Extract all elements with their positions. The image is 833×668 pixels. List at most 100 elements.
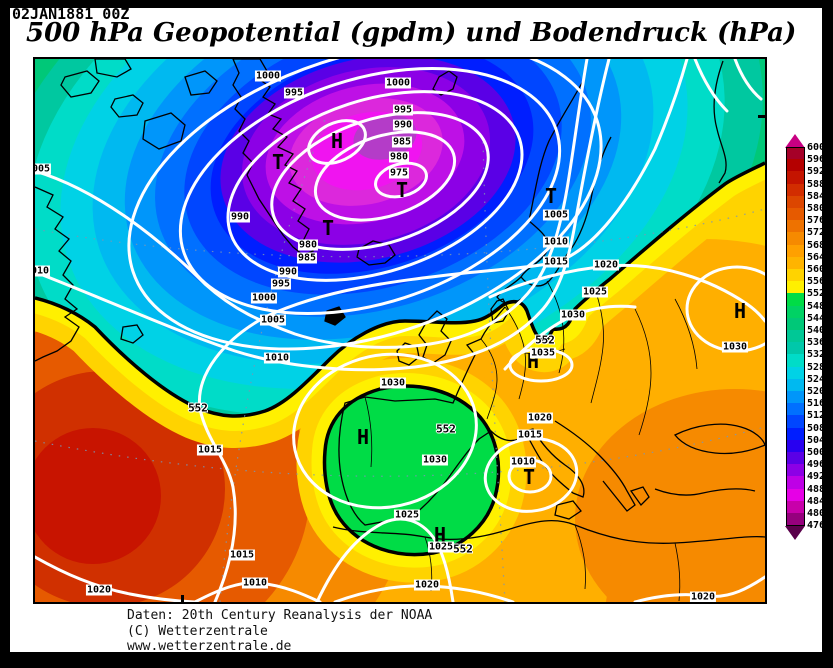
legend-color-segment: [786, 488, 805, 502]
legend-value-label: 512: [807, 410, 826, 422]
legend-value-label: 476: [807, 520, 826, 532]
legend-color-segment: [786, 415, 805, 429]
border-right: [822, 0, 833, 668]
legend-arrow-down: [785, 526, 805, 541]
isobars: [35, 59, 765, 602]
isobar-label-995: 995: [270, 278, 292, 290]
isobar-label-995: 995: [392, 104, 414, 116]
high-center-marker: H: [330, 129, 344, 153]
footer-copyright: (C) Wetterzentrale: [127, 624, 268, 639]
low-center-marker: T: [395, 178, 409, 202]
legend-color-segment: [786, 476, 805, 490]
legend-value-label: 576: [807, 215, 826, 227]
legend-color-segment: [786, 232, 805, 246]
isobar-label-1010: 1010: [263, 352, 291, 364]
legend-color-segment: [786, 159, 805, 173]
isobar-label-1005: 1005: [259, 314, 287, 326]
isobar-label-980: 980: [297, 239, 319, 251]
legend-color-segment: [786, 439, 805, 453]
isobar-label-1005: 1005: [35, 163, 52, 175]
legend-color-segment: [786, 378, 805, 392]
legend-color-segment: [786, 281, 805, 295]
legend-color-segment: [786, 256, 805, 270]
isobar-label-1030: 1030: [559, 309, 587, 321]
legend-value-label: 592: [807, 166, 826, 178]
legend-value-label: 504: [807, 434, 826, 446]
legend-value-label: 516: [807, 398, 826, 410]
isobar-label-990: 990: [277, 266, 299, 278]
isobar-label-1010: 1010: [542, 236, 570, 248]
low-center-marker: T: [321, 216, 335, 240]
low-center-marker: T: [522, 465, 536, 489]
legend-value-label: 536: [807, 337, 826, 349]
isobar-label-990: 990: [229, 211, 251, 223]
map-svg: [35, 59, 765, 602]
legend-value-label: 484: [807, 495, 826, 507]
isobar-label-1010: 1010: [35, 265, 51, 277]
run-timestamp: 02JAN1881 00Z: [12, 5, 130, 23]
legend-color-segment: [786, 317, 805, 331]
graticule: [35, 118, 765, 602]
legend-color-segment: [786, 403, 805, 417]
low-center-marker: T: [271, 150, 285, 174]
isobar-label-1020: 1020: [85, 584, 113, 596]
isobar-label-1010: 1010: [241, 577, 269, 589]
isobar-label-1020: 1020: [526, 412, 554, 424]
legend-value-label: 560: [807, 264, 826, 275]
iberia-cold-pool: [296, 358, 527, 583]
contour-552-label: 552: [436, 422, 456, 436]
isobar-label-975: 975: [388, 167, 410, 179]
legend-value-label: 544: [807, 312, 826, 324]
isobar-label-1005: 1005: [542, 209, 570, 221]
isobar-label-990: 990: [392, 119, 414, 131]
footer-data-source: Daten: 20th Century Reanalysis der NOAA: [127, 608, 433, 623]
isobar-label-1035: 1035: [529, 347, 557, 359]
legend-value-label: 572: [807, 227, 826, 239]
page-title: 500 hPa Geopotential (gpdm) und Bodendru…: [26, 18, 797, 48]
isobar-label-1020: 1020: [413, 579, 441, 591]
isobar-label-985: 985: [391, 136, 413, 148]
contour-552-label: 552: [453, 542, 473, 556]
legend-color-segment: [786, 513, 805, 527]
isobar-label-1015: 1015: [228, 549, 256, 561]
legend-value-label: 480: [807, 508, 826, 519]
isobar-label-1030: 1030: [379, 377, 407, 389]
isobar-label-1015: 1015: [516, 429, 544, 441]
isobar-label-985: 985: [296, 252, 318, 264]
border-bottom: [0, 652, 833, 668]
legend-value-label: 580: [807, 203, 826, 214]
legend-value-label: 496: [807, 459, 826, 471]
legend-color-segment: [786, 305, 805, 319]
legend-value-label: 524: [807, 373, 826, 385]
legend-color-segment: [786, 342, 805, 356]
isobar-label-1010: 1010: [509, 456, 537, 468]
contour-552-label: 552: [535, 333, 555, 347]
isobar-label-1015: 1015: [196, 444, 224, 456]
legend-color-segment: [786, 293, 805, 307]
legend-value-label: 584: [807, 190, 826, 202]
legend-value-label: 568: [807, 239, 826, 251]
legend-value-label: 492: [807, 471, 826, 483]
isobar-label-1025: 1025: [393, 509, 421, 521]
legend-color-segment: [786, 220, 805, 234]
legend-color-segment: [786, 195, 805, 209]
legend-value-label: 552: [807, 288, 826, 300]
legend-value-label: 596: [807, 154, 826, 166]
legend-color-segment: [786, 183, 805, 197]
legend-value-label: 564: [807, 251, 826, 263]
legend-color-segment: [786, 244, 805, 258]
border-top: [0, 0, 833, 8]
high-center-marker: H: [433, 523, 447, 547]
legend-value-label: 500: [807, 447, 826, 458]
geopotential-field: [35, 59, 765, 602]
isobar-label-1025: 1025: [581, 286, 609, 298]
isobar-label-1000: 1000: [254, 70, 282, 82]
isobar-label-995: 995: [283, 87, 305, 99]
coastlines: [35, 59, 765, 544]
frame-ticks: [181, 115, 765, 602]
legend-color-segment: [786, 354, 805, 368]
legend-value-label: 532: [807, 349, 826, 361]
legend-value-label: 520: [807, 386, 826, 397]
legend-value-label: 556: [807, 276, 826, 288]
